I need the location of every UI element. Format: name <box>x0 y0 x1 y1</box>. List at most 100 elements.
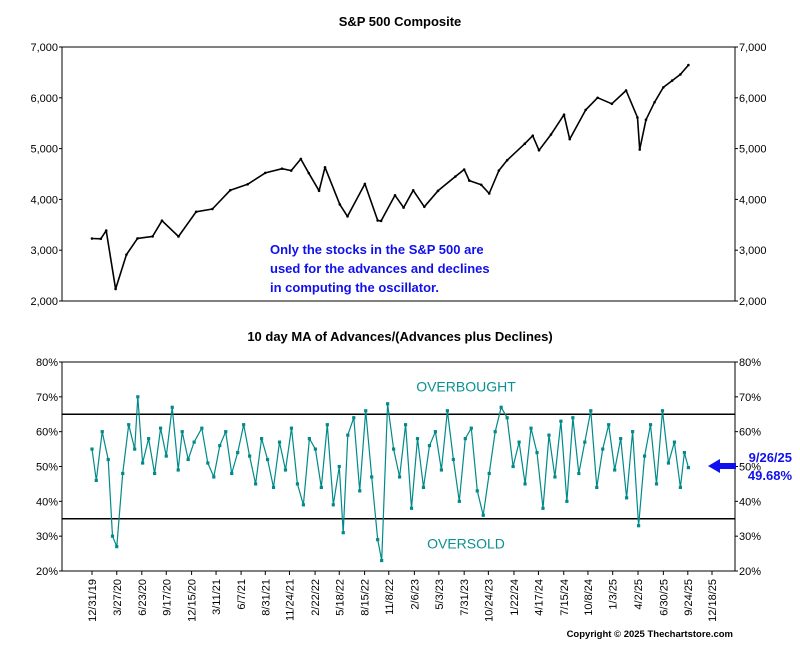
oscillator-data-point <box>295 482 300 486</box>
oscillator-data-point <box>352 416 356 420</box>
sp500-left-tick-label: 3,000 <box>30 245 58 257</box>
sp500-data-point <box>177 235 180 238</box>
sp500-data-point <box>411 189 415 192</box>
sp500-data-point <box>436 189 440 193</box>
x-tick-label: 4/2/25 <box>633 579 645 610</box>
oscillator-data-point <box>487 471 491 476</box>
oscillator-data-point <box>642 454 647 458</box>
oscillator-data-point <box>94 478 98 483</box>
oscillator-data-point <box>133 447 137 451</box>
sp500-data-point <box>317 189 321 193</box>
sp500-chart-title: S&P 500 Composite <box>339 14 462 29</box>
sp500-left-tick-label: 5,000 <box>30 144 58 156</box>
sp500-data-point <box>263 171 267 175</box>
oscillator-data-point <box>427 444 432 448</box>
oscillator-data-point <box>147 437 151 441</box>
oscillator-data-point <box>364 409 368 413</box>
x-tick-label: 1/3/25 <box>608 579 620 610</box>
oscillator-data-point <box>218 444 222 448</box>
oscillator-data-point <box>358 489 362 493</box>
x-tick-label: 8/15/22 <box>360 579 372 616</box>
oscillator-left-tick-label: 50% <box>36 462 58 474</box>
oscillator-right-tick-label: 30% <box>739 531 761 543</box>
sp500-data-point <box>280 167 284 170</box>
oscillator-data-point <box>141 461 145 465</box>
oscillator-data-point <box>115 545 119 549</box>
sp500-data-point <box>376 219 379 222</box>
sp500-data-point <box>531 134 535 137</box>
oscillator-left-tick-label: 30% <box>36 531 58 543</box>
sp500-data-point <box>505 158 509 162</box>
oscillator-data-point <box>648 423 653 427</box>
oscillator-data-point <box>242 423 246 427</box>
sp500-data-point <box>114 287 117 291</box>
sp500-data-point <box>423 205 426 209</box>
last-value-callout: 9/26/25 49.68% <box>708 450 792 483</box>
sp500-data-point <box>596 96 599 100</box>
overbought-label: OVERBOUGHT <box>416 379 516 395</box>
oscillator-data-point <box>319 485 323 489</box>
x-tick-label: 9/17/20 <box>161 579 173 616</box>
oscillator-data-point <box>517 440 521 444</box>
oscillator-right-tick-label: 20% <box>739 566 761 578</box>
sp500-data-point <box>638 148 642 151</box>
sp500-data-point <box>136 237 139 240</box>
x-tick-label: 12/31/19 <box>87 579 99 622</box>
oscillator-data-point <box>136 395 140 399</box>
oscillator-left-tick-label: 60% <box>36 427 58 439</box>
oscillator-data-point <box>577 471 581 476</box>
oscillator-data-point <box>341 531 345 535</box>
oscillator-data-point <box>565 499 569 503</box>
sp500-data-point <box>338 203 342 206</box>
oscillator-right-tick-label: 80% <box>739 357 761 369</box>
x-tick-label: 1/22/24 <box>509 579 521 616</box>
sp500-left-tick-label: 6,000 <box>30 93 58 105</box>
oscillator-data-point <box>127 423 131 427</box>
sp500-data-point <box>379 219 383 223</box>
sp500-data-point <box>454 175 457 178</box>
sp500-data-point <box>497 169 501 172</box>
annotation-line-3: in computing the oscillator. <box>270 280 439 295</box>
oscillator-left-tick-label: 80% <box>36 357 58 369</box>
oscillator-data-point <box>392 447 396 451</box>
oscillator-data-point <box>289 426 294 430</box>
oscillator-data-point <box>505 416 509 420</box>
sp500-data-point <box>363 182 367 186</box>
oversold-label: OVERSOLD <box>427 535 505 551</box>
oscillator-data-point <box>301 503 306 507</box>
oscillator-data-point <box>445 409 449 413</box>
oscillator-data-point <box>397 475 402 479</box>
oscillator-data-point <box>106 457 110 462</box>
x-tick-label: 9/24/25 <box>683 579 695 616</box>
oscillator-right-tick-label: 70% <box>739 392 761 404</box>
oscillator-data-point <box>686 466 690 470</box>
oscillator-data-point <box>625 496 629 500</box>
oscillator-data-point <box>595 485 599 489</box>
oscillator-data-point <box>170 405 174 409</box>
oscillator-data-point <box>206 461 210 465</box>
sp500-data-point <box>523 142 527 146</box>
x-tick-label: 8/31/21 <box>260 579 272 616</box>
oscillator-data-point <box>559 419 563 423</box>
x-tick-label: 11/24/21 <box>284 579 296 621</box>
oscillator-left-tick-label: 70% <box>36 392 58 404</box>
oscillator-data-point <box>403 423 408 427</box>
oscillator-data-point <box>613 468 617 472</box>
oscillator-data-point <box>283 468 288 472</box>
oscillator-data-point <box>583 440 587 444</box>
oscillator-left-tick-label: 40% <box>36 496 58 508</box>
sp500-data-point <box>299 157 303 161</box>
oscillator-data-point <box>553 475 557 479</box>
oscillator-data-point <box>547 433 551 437</box>
oscillator-data-point <box>415 437 420 441</box>
x-tick-label: 7/31/23 <box>459 579 471 616</box>
oscillator-data-point <box>678 485 683 489</box>
sp500-data-point <box>662 86 665 89</box>
sp500-right-tick-label: 6,000 <box>739 93 767 105</box>
sp500-data-point <box>104 229 108 232</box>
x-tick-label: 4/17/24 <box>533 579 545 616</box>
annotation-line-2: used for the advances and declines <box>270 261 490 276</box>
sp500-right-tick-label: 5,000 <box>739 144 767 156</box>
sp500-data-point <box>228 188 232 192</box>
oscillator-data-point <box>307 437 311 441</box>
